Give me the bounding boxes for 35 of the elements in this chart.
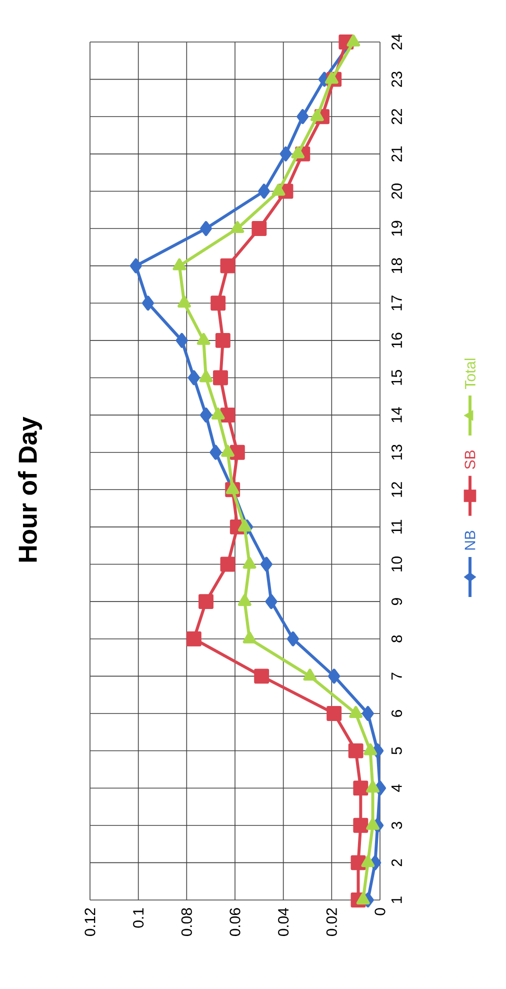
y-tick-label: 20 [391, 184, 402, 199]
y-tick-label: 11 [391, 520, 402, 534]
text: SB [464, 450, 476, 469]
y-tick-label: 23 [391, 72, 402, 87]
y-tick-label: 3 [391, 822, 402, 829]
y-tick-label: 13 [391, 444, 402, 460]
text: Total [464, 358, 476, 389]
text: Hour of Day [18, 416, 42, 562]
x-tick-label: 0 [374, 908, 386, 916]
y-tick-label: 8 [391, 635, 402, 642]
y-tick-label: 4 [391, 784, 402, 792]
x-tick-label: 0.06 [230, 908, 240, 936]
y-tick-label: 21 [391, 146, 402, 162]
x-tick-label: 0.08 [181, 908, 192, 936]
y-tick-label: 18 [391, 258, 402, 273]
y-tick-label: 9 [391, 598, 402, 606]
y-tick-label: 24 [391, 34, 402, 50]
y-tick-label: 1 [391, 896, 402, 904]
y-tick-label: 14 [391, 407, 402, 422]
y-tick-label: 15 [391, 370, 402, 385]
x-tick-label: 0.1 [133, 908, 144, 928]
y-tick-label: 16 [391, 332, 402, 348]
y-tick-label: 17 [391, 296, 402, 310]
y-tick-label: 19 [391, 220, 402, 236]
text: NB [464, 530, 476, 550]
y-tick-label: 7 [391, 672, 402, 680]
y-tick-label: 6 [391, 710, 402, 717]
y-tick-label: 10 [391, 556, 402, 572]
x-tick-label: 0.12 [84, 908, 96, 936]
y-tick-label: 12 [391, 482, 402, 497]
y-tick-label: 5 [391, 747, 402, 754]
x-tick-label: 0.02 [326, 908, 337, 936]
x-tick-label: 0.04 [278, 908, 289, 936]
y-tick-label: 2 [391, 859, 402, 866]
y-tick-label: 22 [391, 109, 402, 124]
